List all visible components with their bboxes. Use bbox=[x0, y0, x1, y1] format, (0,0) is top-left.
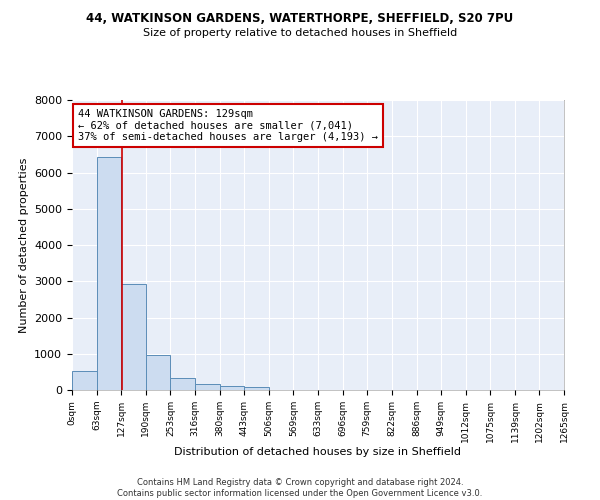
Text: 44 WATKINSON GARDENS: 129sqm
← 62% of detached houses are smaller (7,041)
37% of: 44 WATKINSON GARDENS: 129sqm ← 62% of de… bbox=[78, 109, 378, 142]
Text: Contains HM Land Registry data © Crown copyright and database right 2024.
Contai: Contains HM Land Registry data © Crown c… bbox=[118, 478, 482, 498]
Text: 44, WATKINSON GARDENS, WATERTHORPE, SHEFFIELD, S20 7PU: 44, WATKINSON GARDENS, WATERTHORPE, SHEF… bbox=[86, 12, 514, 26]
Bar bbox=[170, 378, 195, 390]
Bar bbox=[97, 157, 121, 390]
Y-axis label: Number of detached properties: Number of detached properties bbox=[19, 158, 29, 332]
Bar bbox=[146, 355, 170, 390]
Bar bbox=[244, 388, 269, 390]
Bar bbox=[195, 384, 220, 390]
Text: Size of property relative to detached houses in Sheffield: Size of property relative to detached ho… bbox=[143, 28, 457, 38]
Bar bbox=[121, 284, 146, 390]
Bar bbox=[72, 371, 97, 390]
Bar bbox=[220, 386, 244, 390]
X-axis label: Distribution of detached houses by size in Sheffield: Distribution of detached houses by size … bbox=[175, 448, 461, 458]
